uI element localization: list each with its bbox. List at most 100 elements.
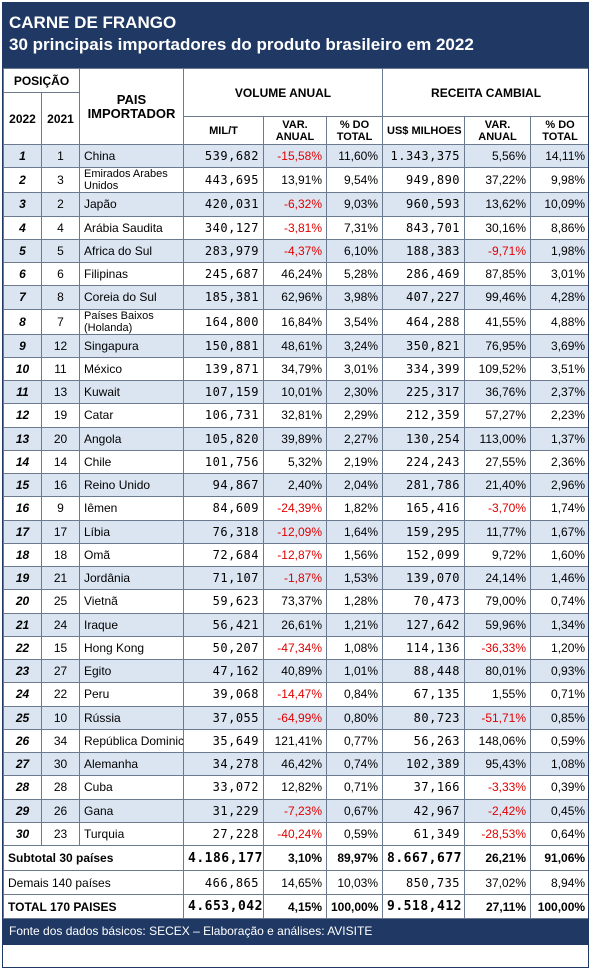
country-name: Gana (79, 798, 184, 823)
receita-pct: 1,74% (530, 496, 588, 521)
table-row: 9 12 Singapura 150,881 48,61% 3,24% 350,821 76,… (3, 333, 588, 358)
volume-pct: 9,54% (325, 167, 384, 194)
volume-var: -47,34% (263, 635, 327, 661)
rank-2021: 25 (41, 589, 80, 614)
receita-value: 70,473 (382, 589, 466, 614)
rank-2022: 20 (3, 589, 42, 614)
rank-2022: 27 (3, 751, 42, 777)
receita-var: 36,76% (464, 379, 532, 405)
receita-value: 67,135 (382, 682, 466, 707)
volume-var: 73,37% (263, 589, 327, 614)
rank-2022: 11 (3, 379, 42, 405)
total-receita: 9.518,412 (382, 894, 466, 919)
receita-pct: 8,86% (530, 215, 588, 240)
subtotal-rec-pct: 91,06% (530, 845, 588, 871)
receita-pct: 0,39% (530, 775, 588, 800)
country-name: Arábia Saudita (79, 215, 184, 240)
country-name: Alemanha (79, 751, 184, 777)
receita-var: 87,85% (464, 261, 532, 287)
volume-var: 46,42% (263, 751, 327, 777)
rank-2022: 26 (3, 728, 42, 754)
volume-pct: 0,84% (325, 682, 384, 707)
rank-2021: 12 (41, 333, 80, 358)
receita-var: 11,77% (464, 519, 532, 544)
table-row: 24 22 Peru 39,068 -14,47% 0,84% 67,135 1,55% 0,7… (3, 682, 588, 707)
receita-pct: 1,20% (530, 635, 588, 661)
receita-pct: 3,01% (530, 261, 588, 287)
demais-rec-var: 37,02% (464, 870, 532, 895)
volume-value: 245,687 (183, 261, 264, 287)
receita-var: 79,00% (464, 589, 532, 614)
rank-2021: 14 (41, 449, 80, 475)
total-rec-var: 27,11% (464, 894, 532, 919)
volume-value: 101,756 (183, 449, 264, 475)
receita-value: 114,136 (382, 635, 466, 661)
volume-pct: 3,24% (325, 333, 384, 358)
rank-2022: 29 (3, 798, 42, 823)
volume-pct: 1,28% (325, 589, 384, 614)
rank-2022: 8 (3, 308, 42, 335)
volume-pct: 0,77% (325, 728, 384, 754)
volume-value: 47,162 (183, 658, 264, 684)
volume-pct: 1,82% (325, 496, 384, 521)
receita-pct: 10,09% (530, 192, 588, 217)
receita-var: -28,53% (464, 821, 532, 847)
volume-var: -14,47% (263, 682, 327, 707)
receita-var: 80,01% (464, 658, 532, 684)
header-rec-var: VAR. ANUAL (464, 116, 532, 145)
table-row: 27 30 Alemanha 34,278 46,42% 0,74% 102,389 95,4… (3, 751, 588, 777)
receita-var: 37,22% (464, 167, 532, 194)
demais-label: Demais 140 países (3, 870, 184, 895)
header-2022: 2022 (3, 92, 42, 145)
table-row: 5 5 Africa do Sul 283,979 -4,37% 6,10% 188,383… (3, 238, 588, 264)
volume-value: 37,055 (183, 705, 264, 730)
receita-var: 41,55% (464, 308, 532, 335)
table-row: 2 3 Emirados Arabes Unidos 443,695 13,91% 9,5… (3, 167, 588, 194)
volume-value: 59,623 (183, 589, 264, 614)
receita-value: 334,399 (382, 356, 466, 382)
receita-pct: 4,88% (530, 308, 588, 335)
rank-2022: 21 (3, 612, 42, 637)
receita-var: 57,27% (464, 403, 532, 428)
table-row: 22 15 Hong Kong 50,207 -47,34% 1,08% 114,136 -3… (3, 635, 588, 661)
table-row: 16 9 Iêmen 84,609 -24,39% 1,82% 165,416 -3,70% 1… (3, 496, 588, 521)
table-row: 10 11 México 139,871 34,79% 3,01% 334,399 109,5… (3, 356, 588, 382)
subtotal-vol-pct: 89,97% (325, 845, 384, 871)
header-uss: US$ MILHOES (382, 116, 466, 145)
rank-2021: 15 (41, 635, 80, 661)
receita-pct: 0,64% (530, 821, 588, 847)
rank-2021: 21 (41, 565, 80, 591)
volume-value: 185,381 (183, 285, 264, 310)
rank-2021: 6 (41, 261, 80, 287)
rank-2022: 2 (3, 167, 42, 194)
volume-var: -64,99% (263, 705, 327, 730)
volume-value: 34,278 (183, 751, 264, 777)
volume-value: 139,871 (183, 356, 264, 382)
volume-var: 13,91% (263, 167, 327, 194)
rank-2021: 27 (41, 658, 80, 684)
receita-var: 59,96% (464, 612, 532, 637)
receita-pct: 0,74% (530, 589, 588, 614)
rank-2021: 3 (41, 167, 80, 194)
table-row: 18 18 Omã 72,684 -12,87% 1,56% 152,099 9,72% 1,6… (3, 542, 588, 568)
volume-var: -24,39% (263, 496, 327, 521)
receita-value: 1.343,375 (382, 143, 466, 169)
receita-pct: 2,36% (530, 449, 588, 475)
receita-value: 139,070 (382, 565, 466, 591)
volume-value: 539,682 (183, 143, 264, 169)
rank-2022: 12 (3, 403, 42, 428)
country-name: China (79, 143, 184, 169)
country-name: Egito (79, 658, 184, 684)
volume-value: 56,421 (183, 612, 264, 637)
total-label: TOTAL 170 PAISES (3, 894, 184, 919)
receita-pct: 2,23% (530, 403, 588, 428)
rank-2021: 18 (41, 542, 80, 568)
receita-pct: 0,93% (530, 658, 588, 684)
volume-value: 72,684 (183, 542, 264, 568)
header-vol-pct: % DO TOTAL (325, 116, 384, 145)
demais-volume: 466,865 (183, 870, 264, 895)
subtotal-volume: 4.186,177 (183, 845, 264, 871)
receita-var: 21,40% (464, 472, 532, 498)
